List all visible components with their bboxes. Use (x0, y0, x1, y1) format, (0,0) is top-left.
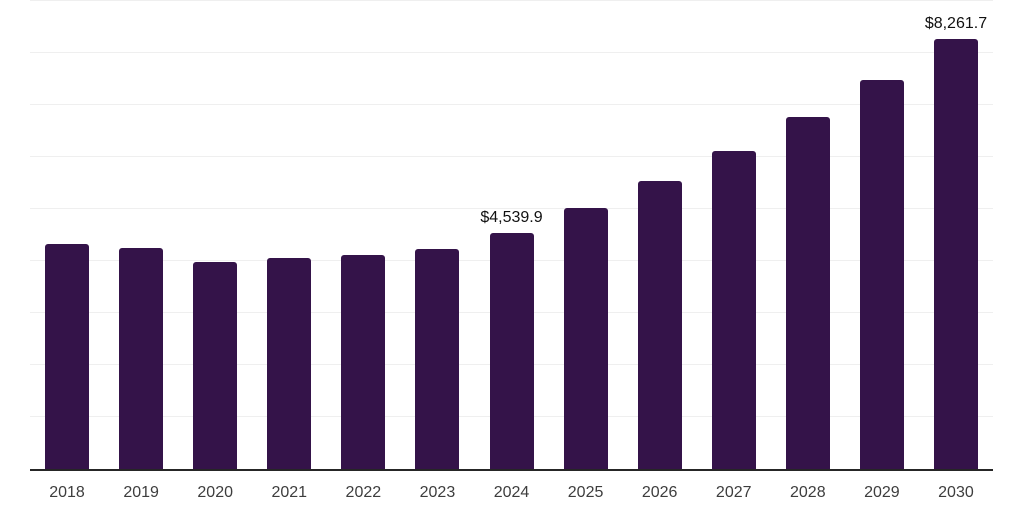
gridline (30, 0, 993, 1)
bar-2029 (859, 80, 904, 469)
bar-2026 (637, 180, 682, 469)
value-label-2030: $8,261.7 (924, 15, 988, 33)
plot-area: $4,539.9 $8,261.7 (30, 0, 993, 469)
bar-2021 (267, 258, 312, 469)
gridline (30, 52, 993, 53)
gridline (30, 104, 993, 105)
bar-2018 (45, 244, 90, 469)
x-tick-2024: 2024 (493, 484, 530, 501)
x-tick-2023: 2023 (419, 484, 456, 501)
bar-2020 (193, 262, 238, 469)
bar-2019 (119, 247, 164, 469)
x-tick-2029: 2029 (864, 484, 900, 501)
value-label-2024: $4,539.9 (480, 208, 543, 226)
x-tick-2022: 2022 (345, 484, 382, 501)
x-tick-2027: 2027 (715, 484, 752, 501)
x-tick-2028: 2028 (790, 484, 826, 501)
x-tick-2021: 2021 (271, 484, 308, 501)
x-tick-2025: 2025 (567, 484, 604, 501)
bar-2024 (489, 232, 534, 469)
x-tick-2026: 2026 (641, 484, 678, 501)
x-axis-labels: 2018 2019 2020 2021 2022 2023 2024 2025 2026 2027… (30, 484, 993, 506)
x-axis-line (30, 469, 993, 471)
bar-2022 (341, 255, 386, 469)
bar-2027 (711, 150, 756, 469)
x-tick-2020: 2020 (197, 484, 233, 501)
bar-2030 (933, 39, 978, 469)
x-tick-2030: 2030 (938, 484, 974, 501)
x-tick-2018: 2018 (49, 484, 85, 501)
bar-2028 (785, 117, 830, 469)
gridline (30, 208, 993, 209)
bar-2025 (563, 208, 608, 469)
bar-2023 (415, 249, 460, 469)
x-tick-2019: 2019 (123, 484, 159, 501)
gridline (30, 156, 993, 157)
